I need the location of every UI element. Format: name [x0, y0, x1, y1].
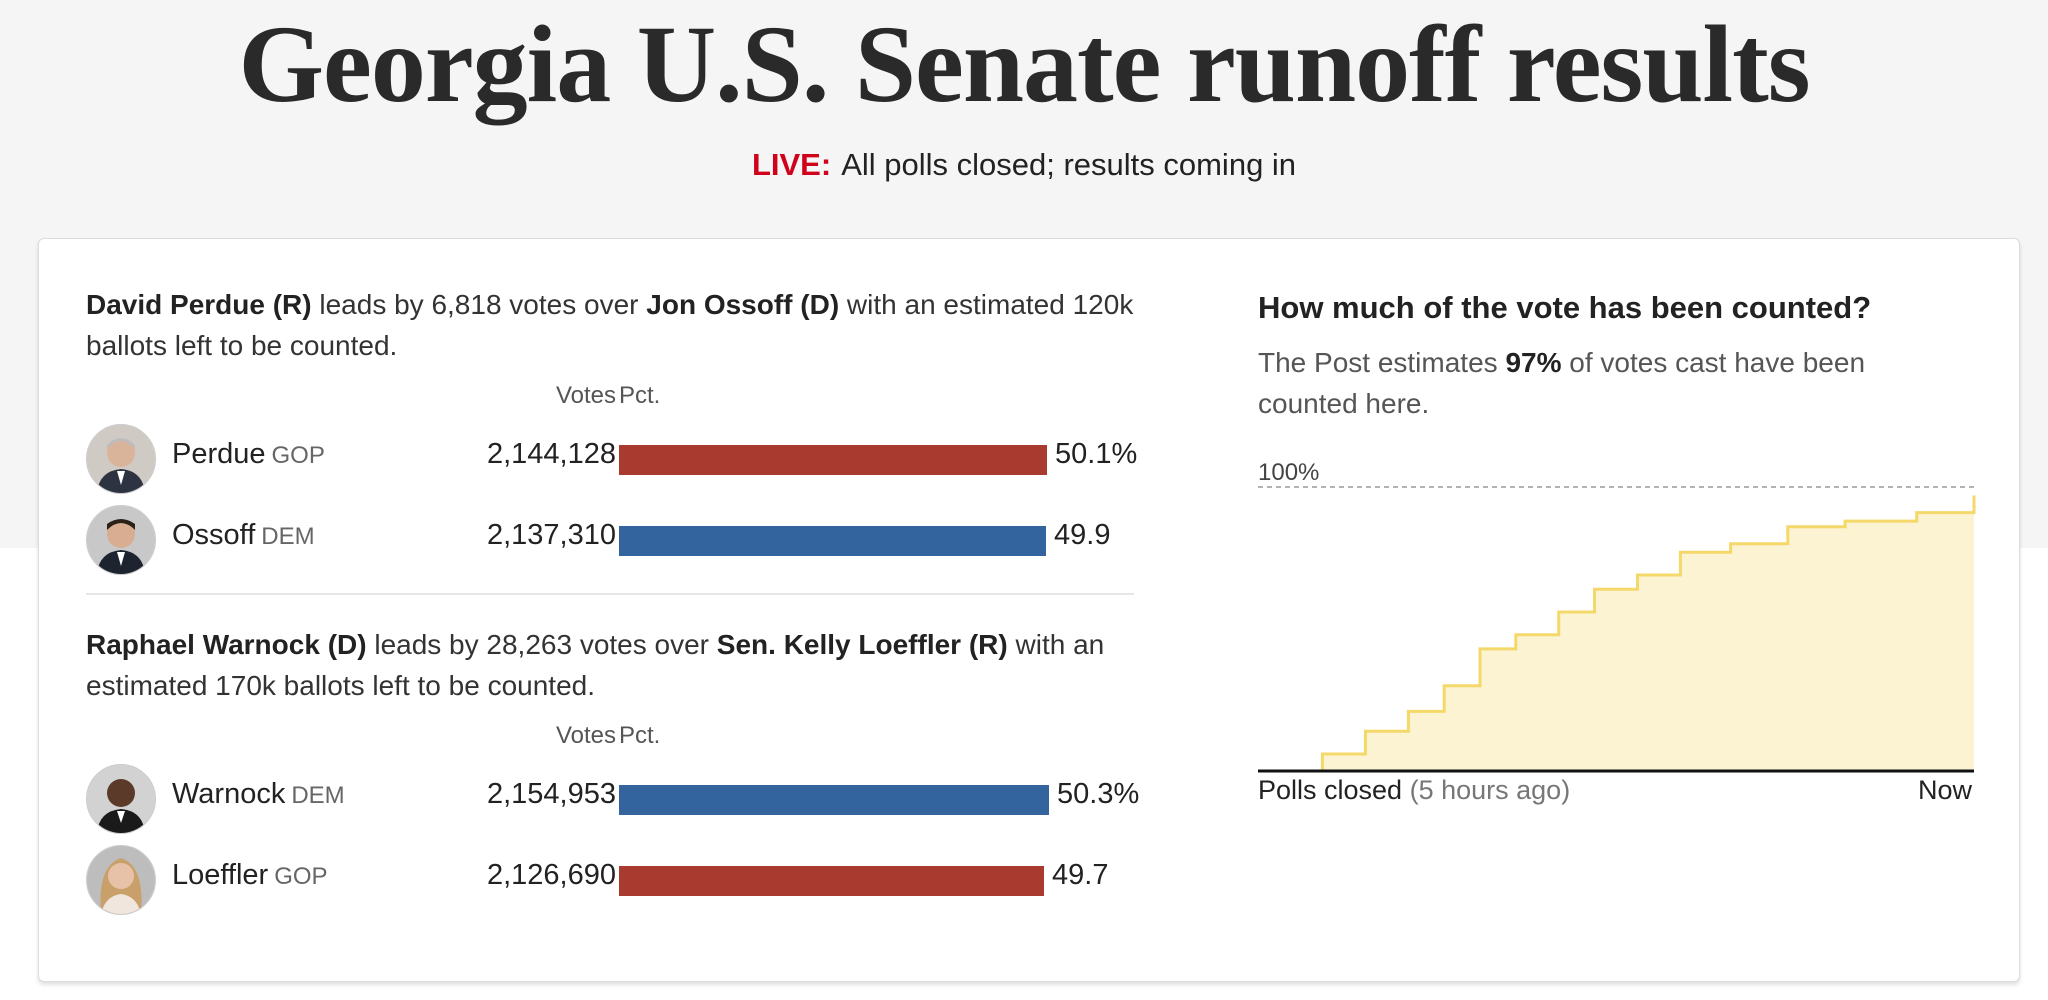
vote-percent: 49.7 [1052, 859, 1109, 891]
pct-header: Pct. [619, 722, 661, 749]
vote-share-bar-track [619, 526, 1049, 556]
vote-count: 2,126,690 [486, 859, 616, 891]
leader-name: Raphael Warnock (D) [86, 629, 367, 660]
vote-counted-panel: How much of the vote has been counted? T… [1258, 288, 1978, 424]
summary-text: leads by 6,818 votes over [311, 289, 647, 320]
vote-share-bar [619, 785, 1049, 815]
vote-share-bar-track [619, 785, 1049, 815]
candidate-row: Loeffler GOP 2,126,690 49.7 [86, 839, 1136, 920]
live-label: LIVE: [751, 147, 832, 182]
party-label: GOP [271, 442, 325, 469]
x-start-label: Polls closed (5 hours ago) [1258, 775, 1571, 805]
candidate-row: Ossoff DEM 2,137,310 49.9 [86, 499, 1136, 580]
progress-step-line [1258, 495, 1976, 773]
summary-text: with an estimated 120k ballots left to b… [86, 289, 1134, 361]
race-summary: David Perdue (R) leads by 6,818 votes ov… [86, 284, 1136, 366]
loeffler-avatar-icon [86, 845, 156, 915]
summary-text: with an estimated 170k ballots left to b… [86, 629, 1105, 701]
vote-count: 2,154,953 [486, 778, 616, 810]
x-start-note: (5 hours ago) [1409, 775, 1571, 805]
vote-share-bar-track [619, 866, 1049, 896]
race-warnock-loeffler: Raphael Warnock (D) leads by 28,263 vote… [86, 624, 1140, 920]
column-headers: Votes Pct. [86, 376, 1136, 418]
trailer-name: Sen. Kelly Loeffler (R) [716, 629, 1008, 660]
race-perdue-ossoff: David Perdue (R) leads by 6,818 votes ov… [86, 284, 1138, 580]
vote-share-bar [619, 445, 1047, 475]
live-status: LIVE: All polls closed; results coming in [0, 146, 2048, 184]
votes-header: Votes [555, 722, 616, 749]
vote-count: 2,144,128 [486, 438, 616, 470]
warnock-avatar-icon [86, 764, 156, 834]
vote-counted-chart: 100% Polls closed (5 hours ago) Now [1258, 455, 1976, 815]
race-divider [86, 593, 1134, 595]
counted-percent: 97% [1505, 347, 1562, 378]
leader-name: David Perdue (R) [86, 289, 312, 320]
candidate-row: Warnock DEM 2,154,953 50.3% [86, 758, 1140, 839]
vote-share-bar [619, 866, 1044, 896]
vote-count: 2,137,310 [486, 519, 616, 551]
vote-share-bar [619, 526, 1046, 556]
progress-area-fill [1258, 495, 1974, 771]
trailer-name: Jon Ossoff (D) [646, 289, 840, 320]
vote-percent: 50.1% [1055, 438, 1138, 470]
candidate-name: Perdue GOP [172, 438, 325, 470]
party-label: DEM [291, 782, 345, 809]
counted-estimate: The Post estimates 97% of votes cast hav… [1258, 347, 1866, 419]
votes-header: Votes [555, 382, 616, 409]
page-title: Georgia U.S. Senate runoff results [238, 3, 1810, 125]
vote-percent: 50.3% [1057, 778, 1140, 810]
summary-text: leads by 28,263 votes over [366, 629, 717, 660]
perdue-avatar-icon [86, 424, 156, 494]
race-summary: Raphael Warnock (D) leads by 28,263 vote… [86, 624, 1136, 706]
x-end-label: Now [1917, 775, 1972, 805]
vote-percent: 49.9 [1054, 519, 1111, 551]
pct-header: Pct. [619, 382, 661, 409]
candidate-name: Warnock DEM [172, 778, 345, 810]
candidate-name: Ossoff DEM [172, 519, 315, 551]
ossoff-avatar-icon [86, 505, 156, 575]
progress-area-chart [1258, 486, 1976, 773]
counted-title: How much of the vote has been counted? [1258, 290, 1872, 325]
y-max-label: 100% [1258, 459, 1320, 486]
party-label: GOP [274, 863, 328, 890]
vote-share-bar-track [619, 445, 1049, 475]
live-status-text: All polls closed; results coming in [841, 147, 1297, 182]
party-label: DEM [261, 523, 315, 550]
candidate-row: Perdue GOP 2,144,128 50.1% [86, 418, 1138, 499]
column-headers: Votes Pct. [86, 716, 1136, 758]
candidate-name: Loeffler GOP [172, 859, 328, 891]
